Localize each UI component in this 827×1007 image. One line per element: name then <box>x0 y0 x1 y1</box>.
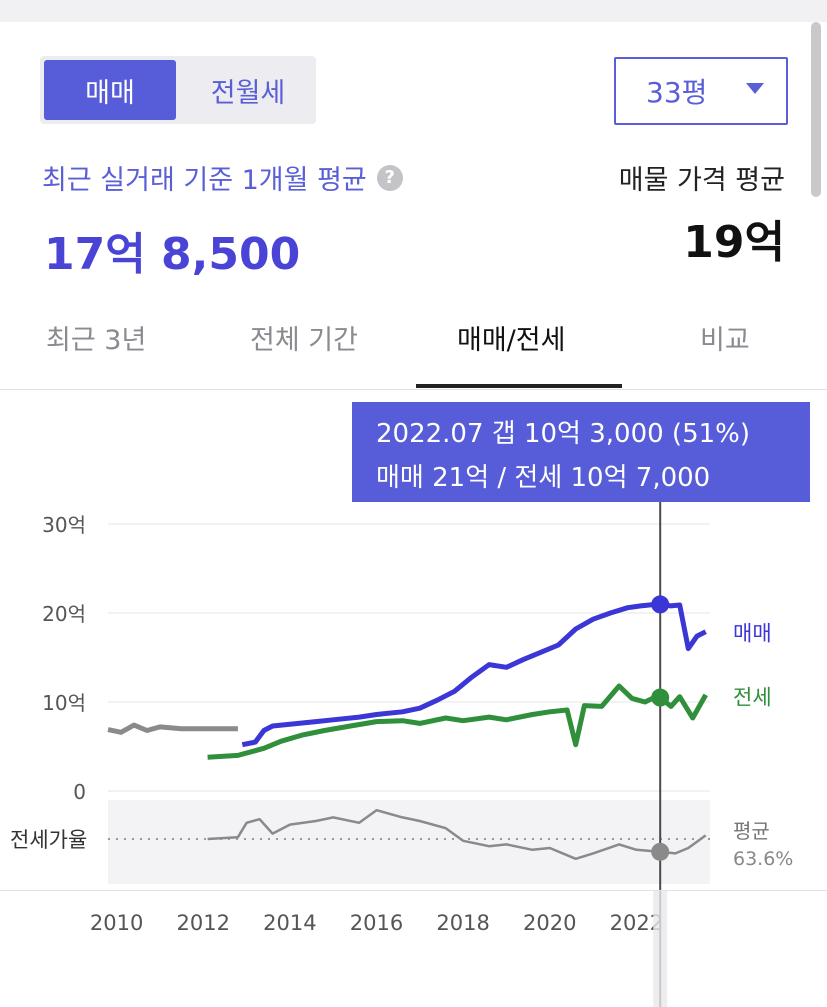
crosshair-shadow <box>653 890 668 1007</box>
series-line-jeonse <box>207 683 708 760</box>
tab-recent-3y[interactable]: 최근 3년 <box>46 325 147 356</box>
size-select-value: 33평 <box>646 76 708 109</box>
y-tick-label: 30억 <box>42 513 86 537</box>
help-icon[interactable]: ? <box>376 164 403 191</box>
recent-avg-label-text: 최근 실거래 기준 1개월 평균 <box>42 165 367 196</box>
x-tick-label: 2014 <box>263 911 316 935</box>
x-tick-label: 2010 <box>90 911 143 935</box>
x-tick-label: 2018 <box>436 911 489 935</box>
scrollbar[interactable] <box>811 22 821 197</box>
series-line-sale <box>241 601 707 748</box>
legend-sale: 매매 <box>733 622 772 646</box>
ratio-avg-label: 평균 <box>733 819 770 843</box>
y-tick-label: 10억 <box>42 691 86 715</box>
ratio-band <box>108 800 710 884</box>
recent-avg-value: 17억 8,500 <box>44 229 301 280</box>
tab-compare[interactable]: 비교 <box>700 325 750 356</box>
listing-avg-value: 19억 <box>683 217 785 268</box>
toggle-sale-button[interactable]: 매매 <box>44 60 177 120</box>
recent-avg-label: 최근 실거래 기준 1개월 평균 ? <box>42 158 403 197</box>
listing-avg-label: 매물 가격 평균 <box>618 165 785 196</box>
toggle-rent-button[interactable]: 전월세 <box>210 77 286 109</box>
y-tick-label: 20억 <box>42 602 86 626</box>
deal-type-toggle: 매매 전월세 <box>40 56 316 124</box>
marker-ratio <box>651 842 670 861</box>
y-tick-label: 0 <box>73 780 86 804</box>
active-tab-indicator <box>416 384 622 388</box>
ratio-avg-value: 63.6% <box>733 848 793 870</box>
period-tabs: 최근 3년 전체 기간 매매/전세 비교 <box>0 296 827 390</box>
series-line-past <box>107 722 238 735</box>
legend-jeonse: 전세 <box>733 686 772 710</box>
caret-down-icon <box>746 83 764 94</box>
tooltip-line-gap: 2022.07 갭 10억 3,000 (51%) <box>376 419 751 449</box>
ratio-label: 전세가율 <box>10 828 87 852</box>
marker-sale <box>651 595 670 614</box>
series-line-ratio <box>207 808 707 861</box>
x-tick-label: 2012 <box>177 911 230 935</box>
x-tick-label: 2016 <box>350 911 403 935</box>
marker-jeonse <box>651 688 670 707</box>
x-tick-label: 2020 <box>523 911 576 935</box>
tooltip-line-prices: 매매 21억 / 전세 10억 7,000 <box>376 463 711 493</box>
tab-all-period[interactable]: 전체 기간 <box>250 325 358 356</box>
chart-tooltip: 2022.07 갭 10억 3,000 (51%) 매매 21억 / 전세 10… <box>352 402 810 502</box>
chart-bottom-divider <box>0 890 827 891</box>
tab-sale-jeonse[interactable]: 매매/전세 <box>457 325 566 356</box>
size-select[interactable]: 33평 <box>614 57 788 125</box>
